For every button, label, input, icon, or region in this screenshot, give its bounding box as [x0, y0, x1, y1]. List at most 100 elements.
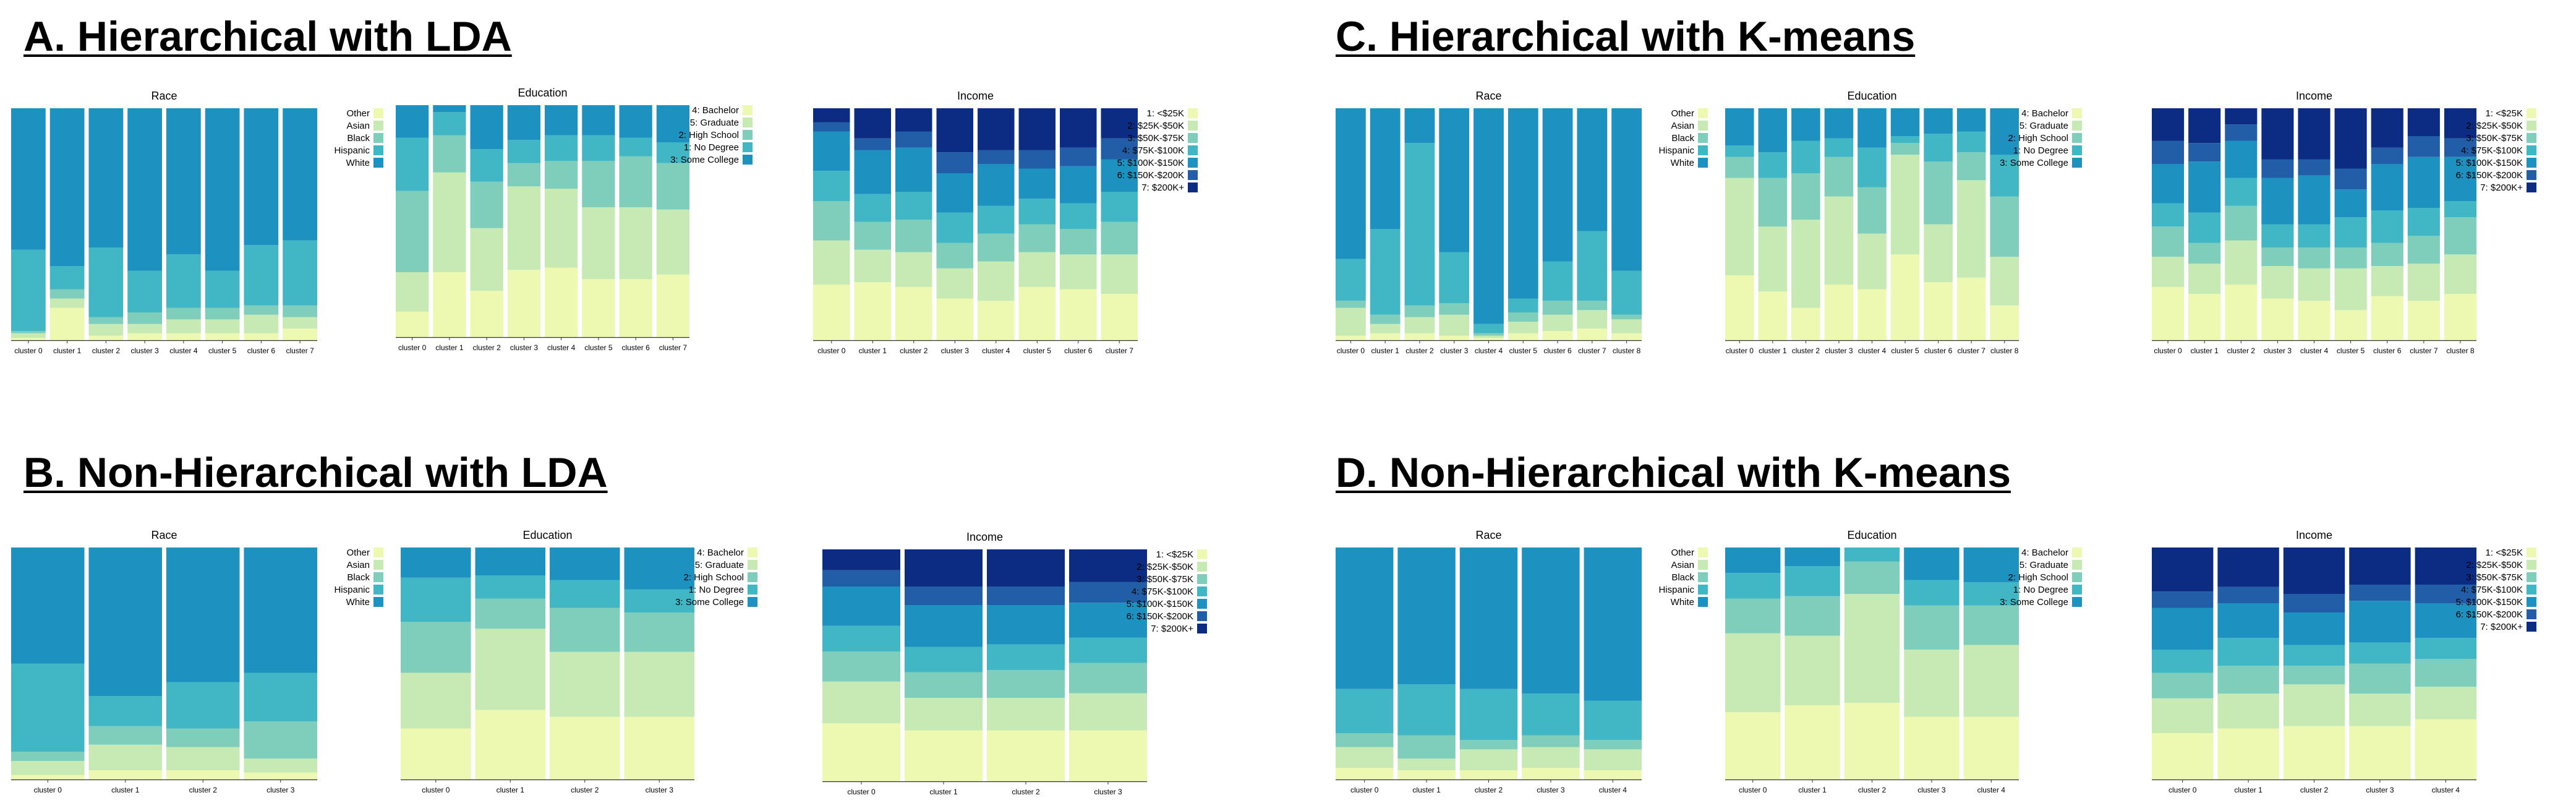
bar-segment-3-2 — [1069, 663, 1147, 694]
x-tick-label: cluster 2 — [1405, 346, 1434, 355]
legend-label: 3: Some College — [2000, 597, 2068, 608]
bar-segment-0-1 — [11, 761, 85, 775]
bar-segment-4-2 — [1963, 605, 2019, 645]
bar-segment-0-0 — [11, 338, 46, 340]
legend-label: 1: <$25K — [2486, 108, 2523, 119]
bar-segment-2-2 — [895, 220, 932, 252]
legend-swatch — [748, 572, 757, 582]
legend-swatch — [2527, 182, 2536, 192]
bar-segment-4-0 — [545, 267, 578, 337]
bar-segment-2-0 — [88, 335, 124, 340]
bar-segment-0-3 — [1336, 259, 1366, 301]
bar-segment-3-3 — [1439, 252, 1470, 303]
bar-segment-1-0 — [854, 282, 891, 340]
x-tick-label: cluster 2 — [1012, 788, 1040, 796]
bar-segment-5-4 — [205, 108, 240, 271]
bar-segment-0-3 — [2152, 203, 2185, 227]
bar-segment-0-0 — [2152, 286, 2185, 340]
bar-segment-2-2 — [1404, 305, 1435, 317]
chart-d-income: Income cluster 0 cluster 1 cluster 2 cluster… — [2152, 529, 2536, 794]
legend-label: 6: $150K-$200K — [1117, 170, 1184, 181]
x-tick-label: cluster 3 — [1917, 786, 1946, 794]
legend-swatch — [1197, 549, 1207, 559]
bar-segment-4-4 — [978, 164, 1015, 206]
bar-segment-7-2 — [2407, 236, 2440, 264]
x-tick-label: cluster 6 — [1924, 346, 1953, 355]
bar-segment-3-2 — [1824, 157, 1854, 197]
bar-segment-0-0 — [1336, 768, 1394, 779]
legend-swatch — [2527, 145, 2536, 155]
bar-segment-1-4 — [905, 605, 983, 647]
bar-segment-4-3 — [978, 205, 1015, 234]
bar-segment-2-4 — [987, 605, 1065, 645]
bar-segment-2-0 — [1791, 307, 1820, 340]
bar-segment-0-3 — [1725, 145, 1754, 157]
bar-segment-1-4 — [1397, 548, 1456, 685]
x-tick-label: cluster 0 — [2169, 786, 2197, 794]
bar-segment-8-1 — [1611, 319, 1642, 333]
legend-label: 4: Bachelor — [697, 548, 744, 558]
bar-segment-6-1 — [1542, 314, 1573, 331]
bar-segment-2-5 — [987, 586, 1065, 605]
bar-segment-3-4 — [936, 173, 973, 213]
legend-label: 2: High School — [683, 572, 744, 583]
bar-segment-0-1 — [396, 272, 429, 312]
bar-segment-3-0 — [936, 298, 973, 340]
bar-segment-7-1 — [1577, 310, 1608, 329]
bar-segment-2-2 — [2225, 205, 2258, 241]
chart-c-education: Education cluster 0 cluster 1 cluster 2 clus… — [1725, 90, 2082, 355]
bar-segment-7-3 — [656, 142, 689, 163]
bar-segment-1-3 — [1370, 229, 1401, 315]
bar-segment-0-1 — [1336, 747, 1394, 768]
bar-segment-1-3 — [49, 266, 85, 290]
bar-segment-3-1 — [127, 324, 162, 333]
legend-swatch — [1698, 585, 1708, 595]
legend-label: Other — [346, 108, 370, 119]
legend-swatch — [2527, 548, 2536, 557]
bar-segment-4-3 — [2415, 638, 2476, 659]
bar-segment-0-1 — [813, 240, 850, 285]
bar-segment-1-3 — [1397, 684, 1456, 736]
bar-segment-6-3 — [2371, 210, 2403, 243]
bar-segment-5-4 — [1890, 108, 1920, 136]
bar-segment-3-4 — [244, 548, 317, 673]
bar-segment-4-4 — [166, 108, 201, 255]
x-tick-label: cluster 0 — [1739, 786, 1767, 794]
bar-segment-3-3 — [936, 212, 973, 243]
bar-segment-1-4 — [1758, 108, 1788, 153]
legend-label: 1: No Degree — [2013, 585, 2068, 595]
bar-segment-4-0 — [1857, 289, 1887, 340]
bar-segment-6-3 — [619, 137, 652, 157]
bar-segment-8-5 — [2444, 138, 2476, 157]
bar-segment-2-4 — [1404, 108, 1435, 144]
legend-swatch — [373, 585, 383, 595]
bar-segment-0-4 — [401, 548, 471, 578]
legend-label: 2: $25K-$50K — [1127, 121, 1184, 131]
bar-segment-2-0 — [550, 716, 620, 779]
x-tick-label: cluster 3 — [510, 343, 539, 352]
bar-segment-0-1 — [1725, 633, 1781, 713]
bar-segment-0-2 — [2152, 226, 2185, 257]
bar-segment-2-4 — [1459, 548, 1518, 689]
bar-segment-1-4 — [2217, 603, 2279, 638]
legend-swatch — [373, 597, 383, 607]
bar-segment-2-6 — [2283, 548, 2345, 594]
bar-segment-1-2 — [1370, 314, 1401, 324]
x-tick-label: cluster 5 — [1509, 346, 1538, 355]
bar-segment-3-1 — [1522, 747, 1580, 768]
legend-swatch — [2072, 108, 2082, 118]
bar-segment-0-1 — [11, 333, 46, 338]
bar-segment-2-1 — [166, 747, 240, 770]
legend-swatch — [2072, 548, 2082, 557]
bar-segment-6-6 — [1060, 108, 1097, 148]
bar-segment-4-3 — [545, 135, 578, 161]
legend-swatch — [1698, 548, 1708, 557]
bar-segment-1-4 — [2188, 161, 2221, 213]
bar-segment-1-0 — [905, 730, 983, 781]
bar-segment-3-4 — [624, 548, 694, 590]
bar-segment-0-2 — [11, 752, 85, 761]
bar-segment-7-2 — [1577, 301, 1608, 311]
bar-segment-0-4 — [2152, 608, 2214, 650]
x-tick-label: cluster 6 — [2373, 346, 2402, 355]
chart-title: Income — [957, 90, 994, 102]
